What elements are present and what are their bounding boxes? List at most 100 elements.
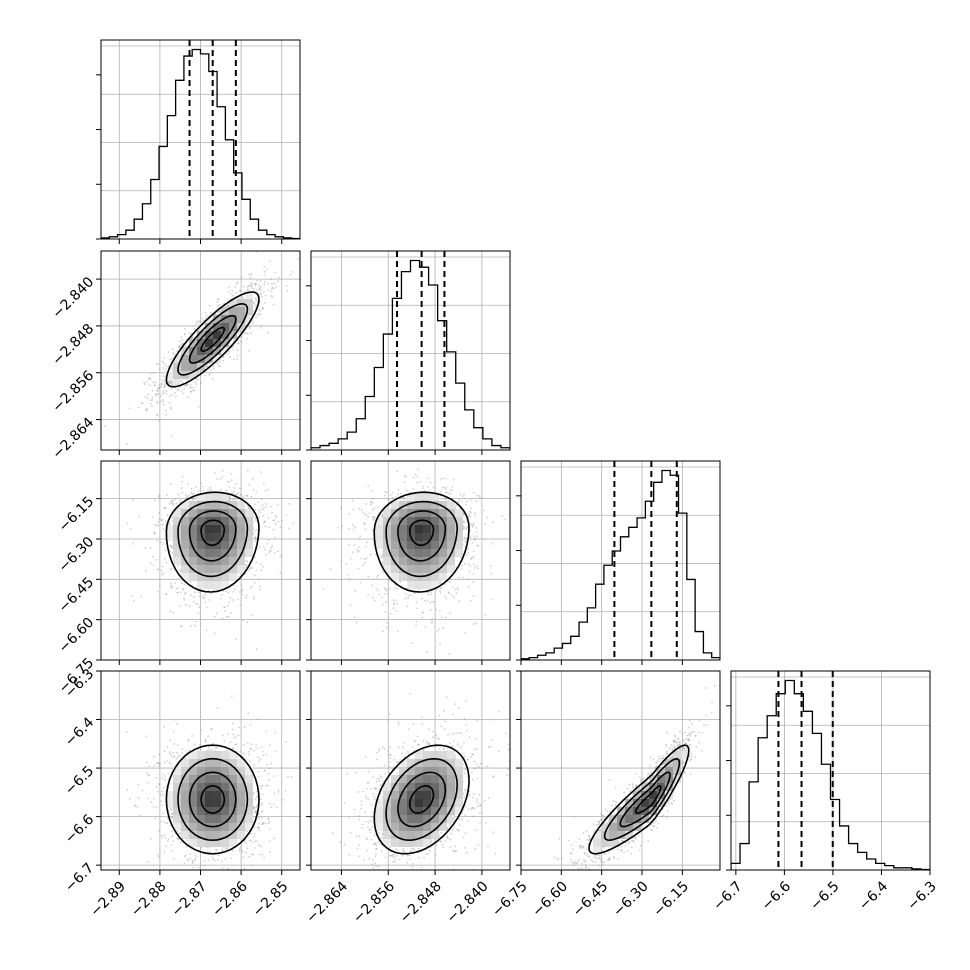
sample-point	[240, 295, 243, 298]
sample-point	[461, 500, 463, 503]
sample-point	[263, 546, 265, 548]
sample-point	[152, 555, 155, 558]
sample-point	[255, 538, 257, 540]
sample-point	[169, 544, 172, 547]
sample-point	[193, 327, 196, 330]
sample-point	[205, 366, 208, 369]
density-block	[205, 331, 213, 339]
sample-point	[261, 307, 264, 309]
sample-point	[266, 268, 268, 271]
density-block	[205, 501, 213, 509]
sample-point	[163, 362, 165, 365]
sample-point	[175, 395, 177, 398]
sample-point	[447, 580, 449, 583]
density-block	[197, 533, 205, 541]
sample-point	[263, 507, 265, 510]
sample-point	[470, 523, 472, 526]
sample-point	[235, 493, 238, 495]
sample-point	[160, 519, 163, 522]
sample-point	[462, 495, 464, 497]
sample-point	[432, 601, 435, 603]
sample-point	[455, 504, 458, 507]
sample-point	[151, 396, 154, 399]
sample-point	[227, 615, 230, 618]
sample-point	[253, 301, 255, 304]
density-block	[391, 501, 399, 509]
density-block	[213, 493, 221, 501]
sample-point	[239, 487, 241, 490]
sample-point	[260, 292, 262, 295]
sample-point	[256, 279, 258, 282]
density-block	[205, 549, 213, 557]
sample-point	[198, 405, 201, 408]
sample-point	[183, 593, 186, 595]
sample-point	[466, 526, 469, 529]
sample-point	[254, 537, 256, 539]
sample-point	[168, 381, 171, 384]
sample-point	[212, 377, 214, 380]
sample-point	[149, 402, 152, 405]
sample-point	[349, 557, 352, 560]
sample-point	[472, 491, 475, 494]
sample-point	[250, 332, 252, 334]
sample-point	[255, 806, 257, 809]
density-block	[407, 525, 415, 533]
sample-point	[469, 507, 472, 510]
sample-point	[162, 572, 165, 574]
sample-point	[204, 601, 207, 603]
sample-point	[340, 507, 342, 509]
density-block	[229, 299, 237, 307]
sample-point	[193, 389, 196, 392]
sample-point	[426, 599, 429, 602]
sample-point	[171, 586, 174, 589]
sample-point	[381, 556, 384, 558]
sample-point	[233, 490, 236, 493]
sample-point	[273, 287, 275, 290]
sample-point	[170, 567, 173, 570]
sample-point	[242, 619, 245, 622]
density-block	[213, 323, 221, 331]
sample-point	[439, 610, 441, 612]
sample-point	[421, 616, 424, 619]
sample-point	[401, 585, 403, 587]
sample-point	[340, 525, 343, 527]
density-block	[391, 541, 399, 549]
sample-point	[170, 501, 172, 503]
sample-point	[379, 554, 381, 556]
sample-point	[191, 336, 194, 338]
sample-point	[264, 294, 267, 297]
sample-point	[270, 763, 272, 765]
sample-point	[170, 586, 173, 588]
sample-point	[153, 531, 156, 534]
sample-point	[179, 569, 182, 572]
sample-point	[240, 336, 243, 339]
sample-point	[392, 599, 395, 602]
sample-point	[250, 285, 252, 288]
sample-point	[159, 400, 162, 403]
sample-point	[279, 555, 282, 558]
sample-point	[255, 491, 258, 494]
density-block	[439, 557, 447, 565]
sample-point	[201, 485, 204, 488]
sample-point	[146, 381, 148, 383]
sample-point	[267, 289, 270, 292]
sample-point	[267, 539, 270, 542]
sample-point	[475, 500, 478, 502]
sample-point	[468, 513, 470, 515]
sample-point	[172, 504, 175, 507]
sample-point	[439, 490, 442, 493]
sample-point	[476, 545, 479, 547]
sample-point	[195, 621, 197, 623]
sample-point	[286, 290, 288, 292]
sample-point	[245, 596, 247, 599]
sample-point	[154, 499, 156, 502]
density-block	[245, 541, 253, 549]
density-block	[213, 541, 221, 549]
sample-point	[170, 367, 173, 370]
sample-point	[404, 597, 407, 600]
sample-point	[163, 385, 166, 387]
sample-point	[263, 548, 266, 551]
sample-point	[256, 289, 258, 292]
sample-point	[259, 326, 262, 329]
sample-point	[181, 381, 184, 384]
